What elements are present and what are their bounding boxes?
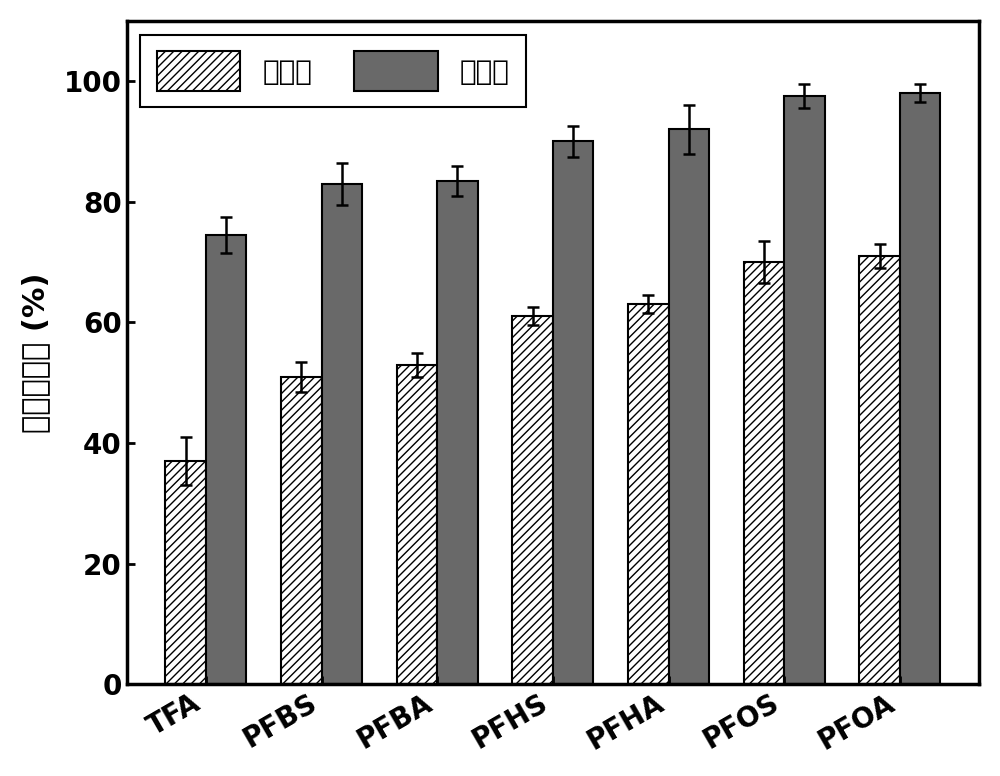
Bar [784, 96, 825, 684]
Bar [628, 304, 669, 684]
Bar [165, 461, 206, 684]
Bar [900, 93, 940, 684]
Bar [206, 235, 246, 684]
Bar [397, 365, 437, 684]
Bar [744, 262, 784, 684]
Bar [553, 141, 593, 684]
Bar [859, 256, 900, 684]
Legend: 改性前, 改性后: 改性前, 改性后 [140, 35, 526, 107]
Bar [669, 130, 709, 684]
Bar [512, 317, 553, 684]
Y-axis label: 吸附去除率 (%): 吸附去除率 (%) [21, 272, 50, 433]
Bar [322, 184, 362, 684]
Bar [281, 376, 322, 684]
Bar [437, 181, 478, 684]
